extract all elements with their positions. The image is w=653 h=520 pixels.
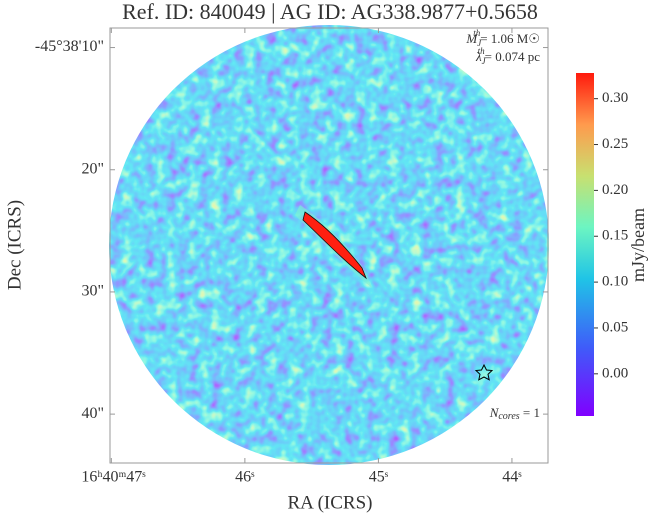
annotation-text: = 1 bbox=[520, 405, 540, 420]
y-tick-label: 40" bbox=[81, 405, 104, 422]
annotation-symbol: N bbox=[489, 405, 500, 420]
annotation-sup: th bbox=[473, 28, 481, 38]
x-tick-label: 16ʰ40ᵐ47ˢ bbox=[81, 469, 146, 486]
annotation-sub: J bbox=[482, 56, 487, 66]
annotation-symbol: M bbox=[465, 31, 478, 46]
colorbar-tick-label: 0.00 bbox=[602, 365, 628, 381]
x-tick-label: 44ˢ bbox=[502, 469, 522, 486]
annotation: Ncores = 1 bbox=[489, 405, 540, 422]
colorbar-tick-label: 0.10 bbox=[602, 274, 628, 290]
annotation-text: = 0.074 pc bbox=[485, 49, 541, 64]
x-axis-label: RA (ICRS) bbox=[288, 492, 373, 513]
annotation-text: = 1.06 M☉ bbox=[480, 31, 540, 46]
x-tick-label: 45ˢ bbox=[369, 469, 389, 486]
y-tick-label: -45°38'10" bbox=[35, 38, 104, 55]
annotation: MJth= 1.06 M☉ bbox=[465, 28, 540, 48]
colorbar-label: mJy/beam bbox=[628, 208, 648, 282]
colorbar-tick-label: 0.30 bbox=[602, 90, 628, 106]
y-tick-label: 30" bbox=[81, 283, 104, 300]
star-marker bbox=[474, 363, 494, 381]
chart-title: Ref. ID: 840049 | AG ID: AG338.9877+0.56… bbox=[122, 0, 538, 24]
annotation-sup: th bbox=[478, 46, 486, 56]
plot-frame bbox=[109, 27, 549, 464]
colorbar-tick-label: 0.25 bbox=[602, 136, 628, 152]
y-tick-label: 20" bbox=[81, 160, 104, 177]
annotation: λJth= 0.074 pc bbox=[475, 46, 540, 66]
colorbar-tick-label: 0.20 bbox=[602, 182, 628, 198]
colorbar-tick-label: 0.05 bbox=[602, 319, 628, 335]
annotation-sub: J bbox=[477, 38, 482, 48]
sky-image bbox=[109, 25, 549, 465]
annotation-sub: cores bbox=[498, 411, 519, 422]
colorbar-tick-label: 0.15 bbox=[602, 228, 628, 244]
y-axis-label: Dec (ICRS) bbox=[4, 200, 25, 290]
annotation-symbol: λ bbox=[475, 49, 482, 64]
colorbar bbox=[576, 73, 594, 416]
x-tick-label: 46ˢ bbox=[235, 469, 255, 486]
